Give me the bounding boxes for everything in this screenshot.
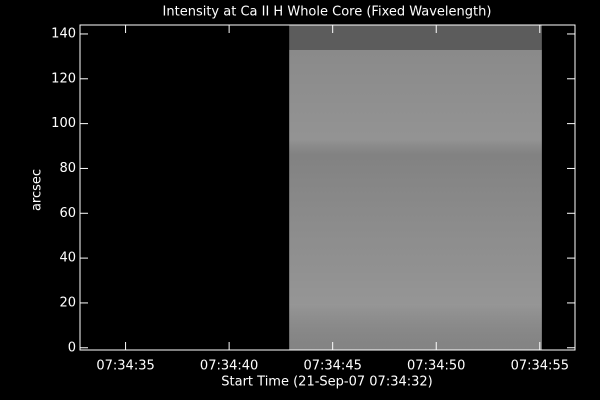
x-tick-label: 07:34:40	[200, 359, 258, 374]
x-tick-label: 07:34:55	[511, 359, 569, 374]
x-tick-label: 07:34:45	[303, 359, 361, 374]
y-tick-label: 0	[68, 340, 76, 355]
y-tick-label: 60	[59, 206, 76, 221]
y-tick-label: 80	[59, 161, 76, 176]
y-tick-label: 140	[51, 26, 76, 41]
chart-title: Intensity at Ca II H Whole Core (Fixed W…	[163, 5, 492, 20]
image-region	[289, 25, 542, 50]
y-tick-label: 20	[59, 295, 76, 310]
y-tick-label: 120	[51, 71, 76, 86]
plot-frame	[79, 24, 576, 351]
y-tick-label: 100	[51, 116, 76, 131]
x-tick-label: 07:34:50	[407, 359, 465, 374]
x-axis-label: Start Time (21-Sep-07 07:34:32)	[221, 375, 432, 390]
image-texture	[289, 49, 542, 350]
y-axis-label: arcsec	[30, 169, 45, 211]
y-tick-label: 40	[59, 251, 76, 266]
x-tick-label: 07:34:35	[96, 359, 154, 374]
